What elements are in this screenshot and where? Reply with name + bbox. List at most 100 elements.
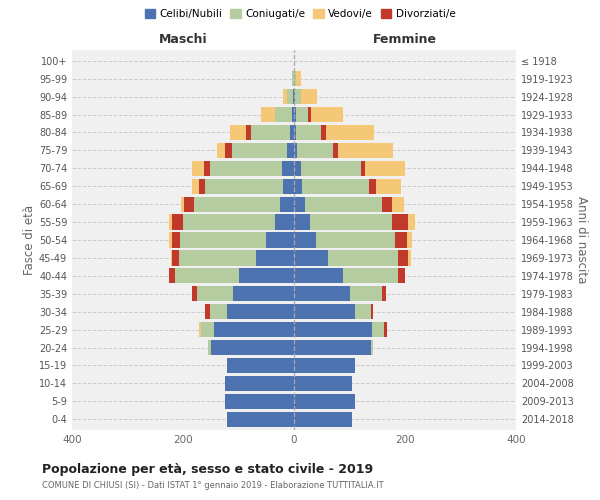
Legend: Celibi/Nubili, Coniugati/e, Vedovi/e, Divorziati/e: Celibi/Nubili, Coniugati/e, Vedovi/e, Di… xyxy=(140,5,460,24)
Bar xyxy=(199,322,202,337)
Bar xyxy=(180,232,266,248)
Bar xyxy=(205,178,283,194)
Bar xyxy=(310,214,392,230)
Bar xyxy=(202,322,214,337)
Bar xyxy=(184,196,194,212)
Bar xyxy=(193,286,197,302)
Bar xyxy=(294,268,343,283)
Bar xyxy=(302,178,370,194)
Bar xyxy=(282,160,294,176)
Bar xyxy=(197,286,233,302)
Bar xyxy=(294,340,371,355)
Bar xyxy=(398,250,408,266)
Bar xyxy=(296,107,308,122)
Bar xyxy=(211,340,294,355)
Bar xyxy=(294,412,352,427)
Bar xyxy=(294,143,298,158)
Bar xyxy=(349,286,382,302)
Bar xyxy=(311,107,343,122)
Bar xyxy=(192,178,199,194)
Bar xyxy=(224,394,294,409)
Bar xyxy=(295,89,301,104)
Bar xyxy=(376,178,401,194)
Bar xyxy=(205,304,209,320)
Bar xyxy=(338,143,394,158)
Bar xyxy=(230,125,246,140)
Bar xyxy=(266,232,294,248)
Bar xyxy=(227,358,294,373)
Bar xyxy=(370,178,376,194)
Bar xyxy=(283,89,287,104)
Bar xyxy=(287,143,294,158)
Bar xyxy=(275,214,294,230)
Bar xyxy=(294,71,296,86)
Y-axis label: Fasce di età: Fasce di età xyxy=(23,205,36,275)
Bar xyxy=(239,268,294,283)
Bar xyxy=(294,250,328,266)
Bar xyxy=(294,89,295,104)
Bar xyxy=(298,143,334,158)
Bar xyxy=(227,412,294,427)
Bar xyxy=(283,178,294,194)
Bar xyxy=(171,250,172,266)
Bar xyxy=(280,196,294,212)
Bar xyxy=(326,125,374,140)
Bar xyxy=(296,71,301,86)
Bar xyxy=(343,268,398,283)
Y-axis label: Anni di nascita: Anni di nascita xyxy=(575,196,587,284)
Bar xyxy=(334,143,338,158)
Bar xyxy=(372,322,384,337)
Bar xyxy=(382,286,386,302)
Bar xyxy=(233,286,294,302)
Bar xyxy=(294,160,301,176)
Bar xyxy=(227,304,294,320)
Bar xyxy=(169,232,172,248)
Bar xyxy=(209,160,282,176)
Bar xyxy=(251,125,290,140)
Bar xyxy=(275,107,292,122)
Text: Maschi: Maschi xyxy=(158,32,208,46)
Bar xyxy=(172,214,183,230)
Bar xyxy=(199,178,205,194)
Bar xyxy=(316,232,395,248)
Bar xyxy=(172,250,179,266)
Bar xyxy=(355,304,371,320)
Bar xyxy=(256,250,294,266)
Bar xyxy=(294,125,296,140)
Bar xyxy=(409,214,415,230)
Bar xyxy=(408,250,410,266)
Bar xyxy=(172,232,180,248)
Bar xyxy=(294,196,305,212)
Bar xyxy=(214,322,294,337)
Bar xyxy=(246,125,251,140)
Bar xyxy=(179,250,256,266)
Bar xyxy=(293,89,294,104)
Bar xyxy=(294,214,310,230)
Bar xyxy=(225,143,232,158)
Bar xyxy=(321,125,326,140)
Bar xyxy=(294,178,302,194)
Bar xyxy=(290,125,294,140)
Bar xyxy=(294,286,349,302)
Bar xyxy=(194,196,280,212)
Bar xyxy=(183,214,275,230)
Bar xyxy=(292,71,294,86)
Bar xyxy=(294,376,352,391)
Bar xyxy=(392,196,404,212)
Bar xyxy=(294,358,355,373)
Bar xyxy=(384,322,386,337)
Bar xyxy=(224,376,294,391)
Bar xyxy=(292,107,294,122)
Bar xyxy=(175,268,239,283)
Bar xyxy=(294,304,355,320)
Bar xyxy=(392,214,409,230)
Bar xyxy=(308,107,311,122)
Bar xyxy=(232,143,287,158)
Bar xyxy=(181,196,184,212)
Bar xyxy=(328,250,398,266)
Text: Femmine: Femmine xyxy=(373,32,437,46)
Bar xyxy=(294,107,296,122)
Bar xyxy=(382,196,392,212)
Bar xyxy=(361,160,365,176)
Bar xyxy=(294,322,372,337)
